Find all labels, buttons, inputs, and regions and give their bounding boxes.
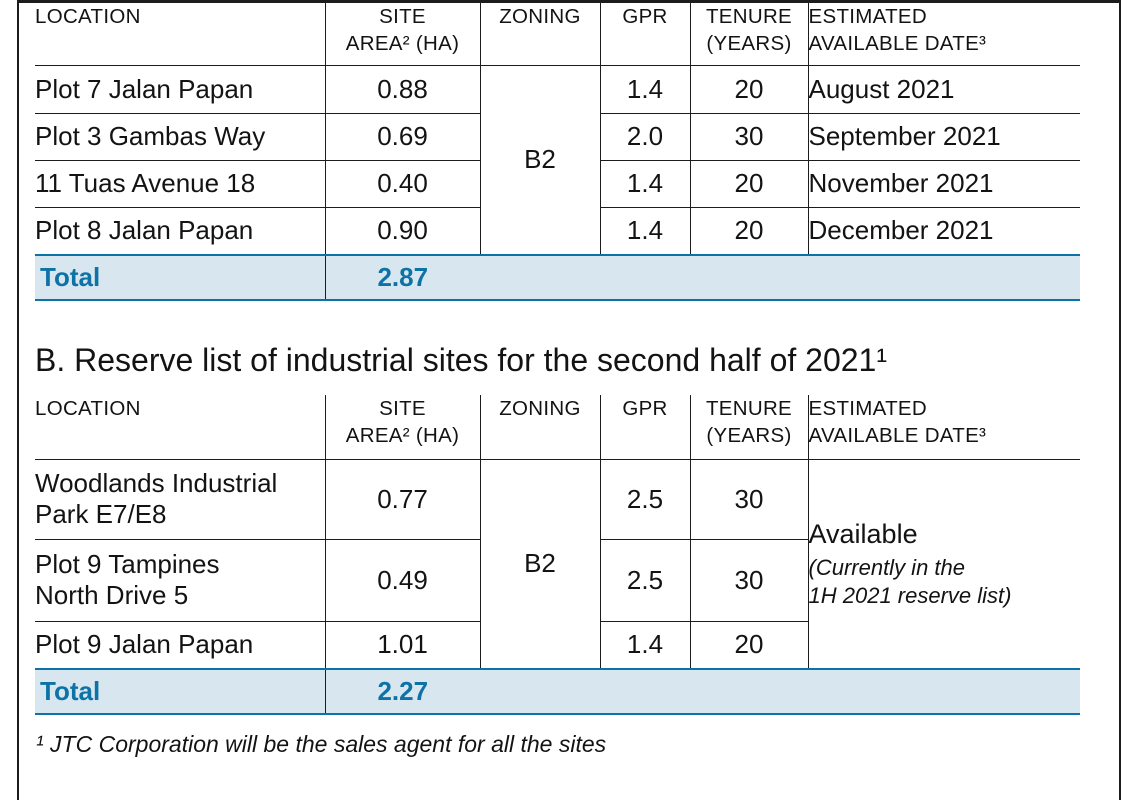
table-row: Plot 8 Jalan Papan 0.90 1.4 20 December … bbox=[35, 207, 1080, 255]
col-header-tenure-line1: TENURE bbox=[705, 396, 793, 420]
availability-note: (Currently in the 1H 2021 reserve list) bbox=[808, 554, 1012, 609]
site-area-cell: 0.40 bbox=[325, 160, 481, 208]
col-header-estimated-date: ESTIMATED AVAILABLE DATE³ bbox=[808, 394, 1080, 460]
table-row: Plot 9 Tampines North Drive 5 0.49 2.5 3… bbox=[35, 539, 1080, 622]
col-header-tenure: TENURE (YEARS) bbox=[690, 3, 809, 66]
site-area-cell: 0.88 bbox=[325, 65, 481, 114]
col-header-site-area-line2: AREA² (HA) bbox=[345, 32, 460, 56]
location-cell: Plot 8 Jalan Papan bbox=[35, 207, 326, 255]
site-area-cell: 0.49 bbox=[325, 539, 481, 622]
col-header-location: LOCATION bbox=[35, 3, 326, 66]
col-header-estimated-line1: ESTIMATED bbox=[808, 396, 927, 420]
col-header-tenure: TENURE (YEARS) bbox=[690, 394, 809, 460]
total-site-area: 2.27 bbox=[325, 668, 480, 716]
total-label: Total bbox=[35, 668, 326, 716]
tenure-cell: 30 bbox=[690, 113, 809, 161]
col-header-tenure-line2: (YEARS) bbox=[706, 423, 792, 447]
availability-status: Available bbox=[808, 518, 918, 549]
availability-merged-cell: Available (Currently in the 1H 2021 rese… bbox=[808, 459, 1080, 669]
col-header-site-area: SITE AREA² (HA) bbox=[325, 3, 481, 66]
table-row: Woodlands Industrial Park E7/E8 0.77 B2 … bbox=[35, 459, 1080, 670]
col-header-estimated-date: ESTIMATED AVAILABLE DATE³ bbox=[808, 3, 1080, 66]
table-row: Plot 3 Gambas Way 0.69 2.0 30 September … bbox=[35, 113, 1080, 161]
location-cell: Woodlands Industrial Park E7/E8 bbox=[35, 459, 326, 540]
date-cell: November 2021 bbox=[808, 160, 1080, 208]
tenure-cell: 30 bbox=[690, 539, 809, 622]
table-a-total-row: Total 2.87 bbox=[35, 253, 1080, 301]
table-b-total-row: Total 2.27 bbox=[35, 668, 1080, 716]
total-row-filler bbox=[480, 253, 1080, 301]
table-b-header-row: LOCATION SITE AREA² (HA) ZONING GPR TENU… bbox=[35, 394, 1080, 460]
col-header-estimated-line2: AVAILABLE DATE³ bbox=[808, 423, 987, 447]
total-row-filler bbox=[480, 668, 1080, 716]
table-row: Plot 9 Jalan Papan 1.01 1.4 20 bbox=[35, 621, 1080, 670]
total-label: Total bbox=[35, 253, 326, 301]
table-row: 11 Tuas Avenue 18 0.40 1.4 20 November 2… bbox=[35, 160, 1080, 208]
site-area-cell: 0.77 bbox=[325, 459, 481, 540]
gpr-cell: 2.5 bbox=[600, 539, 691, 622]
site-area-cell: 0.90 bbox=[325, 207, 481, 255]
zoning-merged-cell: B2 bbox=[480, 459, 601, 670]
col-header-site-area-line2: AREA² (HA) bbox=[345, 423, 460, 447]
zoning-merged-cell: B2 bbox=[480, 65, 601, 255]
col-header-estimated-line1: ESTIMATED bbox=[808, 5, 927, 28]
gpr-cell: 1.4 bbox=[600, 65, 691, 114]
col-header-location: LOCATION bbox=[35, 394, 326, 460]
table-row: Plot 7 Jalan Papan 0.88 B2 1.4 20 August… bbox=[35, 65, 1080, 255]
gpr-cell: 2.5 bbox=[600, 459, 691, 540]
tenure-cell: 20 bbox=[690, 207, 809, 255]
col-header-zoning: ZONING bbox=[480, 3, 601, 66]
figure-frame: LOCATION SITE AREA² (HA) ZONING GPR TENU… bbox=[17, 0, 1121, 800]
total-site-area: 2.87 bbox=[325, 253, 480, 301]
site-area-cell: 1.01 bbox=[325, 621, 481, 670]
tenure-cell: 20 bbox=[690, 621, 809, 670]
table-a-header-row: LOCATION SITE AREA² (HA) ZONING GPR TENU… bbox=[35, 3, 1080, 66]
col-header-tenure-line2: (YEARS) bbox=[706, 32, 792, 56]
site-area-cell: 0.69 bbox=[325, 113, 481, 161]
location-cell: Plot 9 Jalan Papan bbox=[35, 621, 326, 670]
col-header-site-area: SITE AREA² (HA) bbox=[325, 394, 481, 460]
date-cell: December 2021 bbox=[808, 214, 994, 245]
tenure-cell: 20 bbox=[690, 65, 809, 114]
location-cell: Plot 3 Gambas Way bbox=[35, 113, 326, 161]
gpr-cell: 1.4 bbox=[600, 621, 691, 670]
col-header-zoning: ZONING bbox=[480, 394, 601, 460]
date-cell: September 2021 bbox=[808, 113, 1080, 161]
col-header-gpr: GPR bbox=[600, 3, 691, 66]
location-cell: Plot 9 Tampines North Drive 5 bbox=[35, 539, 326, 622]
col-header-site-area-line1: SITE bbox=[379, 5, 426, 28]
tenure-cell: 20 bbox=[690, 160, 809, 208]
col-header-estimated-line2: AVAILABLE DATE³ bbox=[808, 32, 987, 56]
table-a-confirmed-sites: LOCATION SITE AREA² (HA) ZONING GPR TENU… bbox=[35, 3, 1080, 301]
col-header-gpr: GPR bbox=[600, 394, 691, 460]
col-header-tenure-line1: TENURE bbox=[705, 5, 793, 28]
gpr-cell: 1.4 bbox=[600, 160, 691, 208]
section-b-title: B. Reserve list of industrial sites for … bbox=[35, 341, 887, 378]
location-cell: 11 Tuas Avenue 18 bbox=[35, 160, 326, 208]
col-header-site-area-line1: SITE bbox=[379, 396, 426, 420]
location-cell: Plot 7 Jalan Papan bbox=[35, 65, 326, 114]
gpr-cell: 2.0 bbox=[600, 113, 691, 161]
table-b-reserve-sites: LOCATION SITE AREA² (HA) ZONING GPR TENU… bbox=[35, 394, 1080, 716]
date-cell: August 2021 bbox=[808, 65, 1080, 114]
tenure-cell: 30 bbox=[690, 459, 809, 540]
footnote: ¹ JTC Corporation will be the sales agen… bbox=[36, 731, 607, 758]
gpr-cell: 1.4 bbox=[600, 207, 691, 255]
